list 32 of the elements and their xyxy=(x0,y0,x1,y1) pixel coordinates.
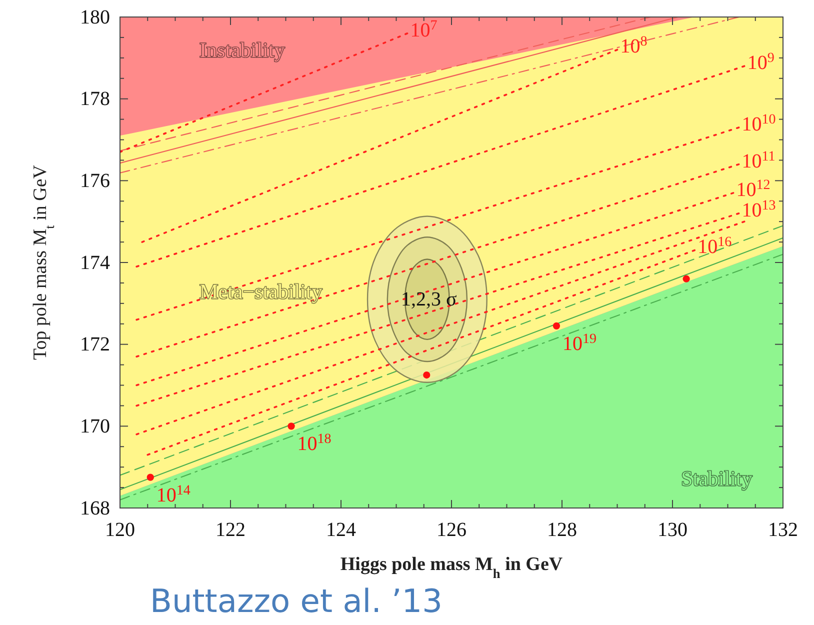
point xyxy=(552,322,560,330)
y-tick-label: 168 xyxy=(80,497,110,520)
series-label: 10$^{14}$ xyxy=(156,482,190,506)
point xyxy=(146,474,154,481)
point xyxy=(423,371,430,379)
y-tick-label: 180 xyxy=(80,6,110,28)
x-tick-label: 130 xyxy=(658,519,688,542)
series-label: 10$^{10}$ xyxy=(742,112,776,136)
x-axis-title: Higgs pole mass M$_{h}$ in GeV xyxy=(340,554,563,580)
series-label: 10$^{19}$ xyxy=(562,331,596,355)
y-tick-label: 172 xyxy=(80,334,110,356)
x-tick-label: 132 xyxy=(768,519,798,542)
point xyxy=(288,422,295,430)
y-tick-label: 178 xyxy=(80,88,110,110)
x-tick-label: 122 xyxy=(216,519,246,542)
x-tick-label: 126 xyxy=(436,519,466,542)
x-tick-label: 128 xyxy=(547,519,577,542)
point xyxy=(682,275,690,282)
band-label: Instability xyxy=(200,38,286,62)
series-label: 1,2,3 σ xyxy=(401,288,457,310)
text: Buttazzo et al. ’13 xyxy=(150,582,442,620)
x-tick-label: 124 xyxy=(326,519,356,542)
y-tick-label: 170 xyxy=(80,416,110,438)
series-label: 10$^{9}$ xyxy=(747,50,774,74)
series-label: 10$^{16}$ xyxy=(698,234,732,258)
x-tick-label: 120 xyxy=(105,519,135,542)
y-tick-label: 174 xyxy=(80,252,110,274)
series-label: 10$^{11}$ xyxy=(742,148,776,172)
series-label: Stability xyxy=(681,466,753,491)
series-label: 10$^{18}$ xyxy=(297,432,332,456)
series-label: 10$^{7}$ xyxy=(410,18,438,42)
y-tick-label: 176 xyxy=(80,170,110,192)
